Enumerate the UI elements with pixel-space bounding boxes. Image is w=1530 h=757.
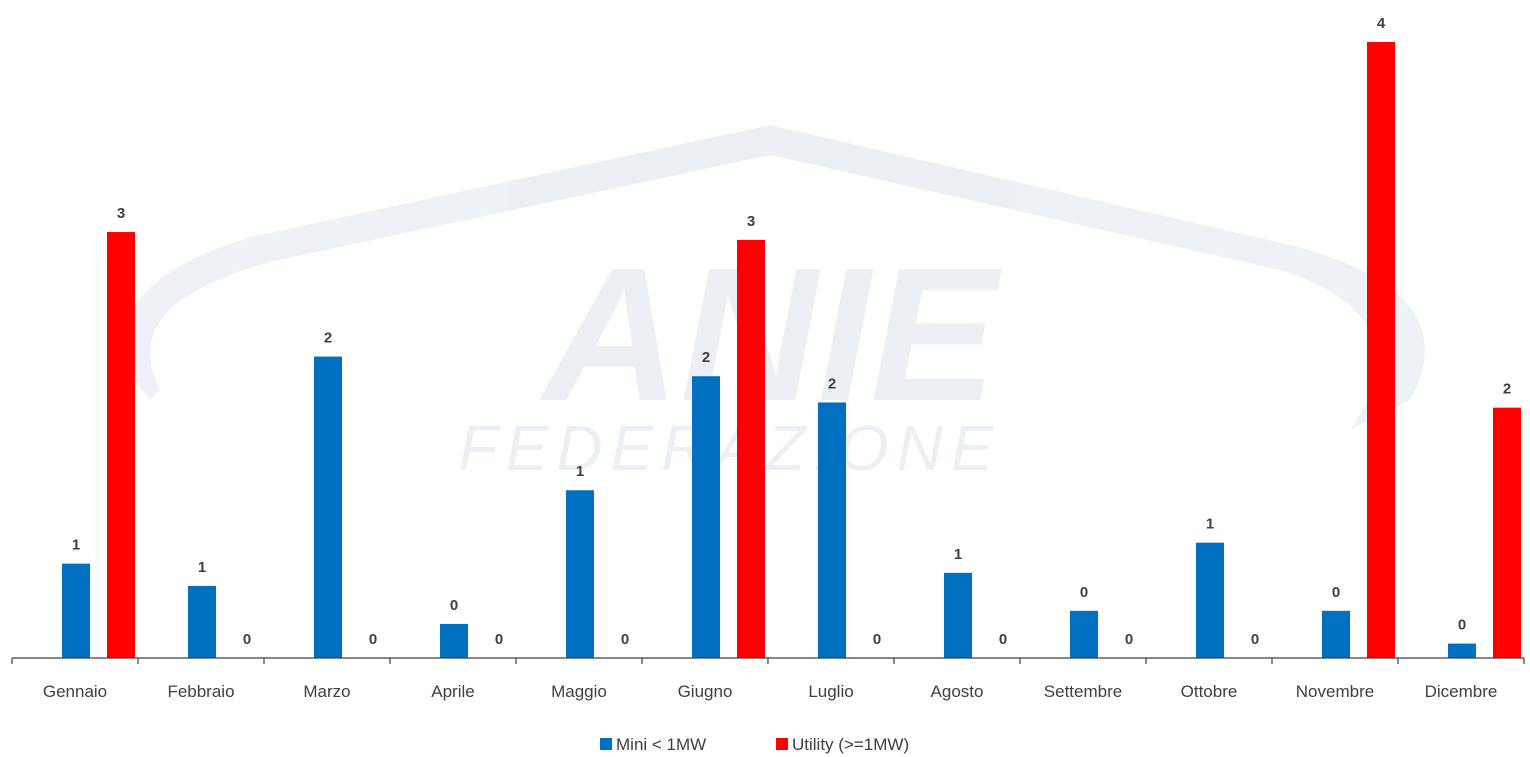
data-label-utility-marzo: 0	[369, 631, 377, 648]
x-tick-label-giugno: Giugno	[678, 682, 733, 701]
watermark-logo: ANIE FEDERAZIONE	[123, 125, 1425, 484]
bar-utility-novembre	[1367, 42, 1395, 658]
bar-mini-dicembre	[1448, 643, 1476, 658]
data-label-mini-agosto: 1	[954, 546, 962, 563]
x-tick-label-maggio: Maggio	[551, 682, 607, 701]
x-axis: Gennaio Febbraio Marzo Aprile Maggio Giugno Lu…	[11, 657, 1525, 701]
data-label-utility-febbraio: 0	[243, 631, 251, 648]
bar-mini-luglio	[818, 402, 846, 658]
data-label-mini-novembre: 0	[1332, 584, 1340, 601]
data-label-utility-ottobre: 0	[1251, 631, 1259, 648]
legend-swatch-utility	[776, 738, 788, 750]
data-label-utility-gennaio: 3	[117, 205, 125, 222]
data-label-mini-giugno: 2	[702, 349, 710, 366]
bar-mini-maggio	[566, 490, 594, 658]
legend-label-utility: Utility (>=1MW)	[792, 735, 909, 754]
data-label-mini-maggio: 1	[576, 463, 584, 480]
data-labels-group: 1 3 1 0 2 0 0 0 1 0 2 3 2 0 1 0 0 0 1 0 0 4 0 2	[72, 15, 1511, 648]
x-tick-label-luglio: Luglio	[808, 682, 853, 701]
data-label-mini-settembre: 0	[1080, 584, 1088, 601]
data-label-mini-gennaio: 1	[72, 537, 80, 554]
watermark-sub-text: FEDERAZIONE	[458, 412, 1001, 484]
data-label-utility-agosto: 0	[999, 631, 1007, 648]
data-label-mini-luglio: 2	[828, 375, 836, 392]
x-tick-label-marzo: Marzo	[303, 682, 350, 701]
legend-label-mini: Mini < 1MW	[616, 735, 706, 754]
bar-mini-settembre	[1070, 610, 1098, 658]
watermark-logo-text: ANIE	[539, 229, 1002, 441]
data-label-mini-ottobre: 1	[1206, 516, 1214, 533]
bar-utility-giugno	[737, 239, 765, 659]
bar-utility-dicembre	[1493, 407, 1521, 658]
bar-mini-marzo	[314, 356, 342, 658]
data-label-mini-dicembre: 0	[1458, 617, 1466, 634]
data-label-utility-luglio: 0	[873, 631, 881, 648]
bars-group	[62, 42, 1521, 659]
x-tick-label-novembre: Novembre	[1296, 682, 1374, 701]
data-label-utility-maggio: 0	[621, 631, 629, 648]
legend: Mini < 1MW Utility (>=1MW)	[600, 735, 909, 754]
x-tick-label-agosto: Agosto	[931, 682, 984, 701]
x-tick-label-gennaio: Gennaio	[43, 682, 107, 701]
data-label-utility-aprile: 0	[495, 631, 503, 648]
bar-mini-ottobre	[1196, 542, 1224, 658]
x-tick-label-aprile: Aprile	[431, 682, 474, 701]
legend-swatch-mini	[600, 738, 612, 750]
x-tick-label-ottobre: Ottobre	[1181, 682, 1238, 701]
bar-mini-gennaio	[62, 563, 90, 658]
data-label-utility-giugno: 3	[747, 213, 755, 230]
x-tick-label-febbraio: Febbraio	[167, 682, 234, 701]
data-label-mini-aprile: 0	[450, 597, 458, 614]
bar-mini-novembre	[1322, 610, 1350, 658]
x-tick-label-dicembre: Dicembre	[1425, 682, 1498, 701]
bar-mini-agosto	[944, 572, 972, 658]
bar-mini-febbraio	[188, 585, 216, 658]
data-label-mini-marzo: 2	[324, 330, 332, 347]
data-label-utility-novembre: 4	[1377, 15, 1386, 32]
x-tick-label-settembre: Settembre	[1044, 682, 1122, 701]
data-label-mini-febbraio: 1	[198, 559, 206, 576]
data-label-utility-dicembre: 2	[1503, 381, 1511, 398]
bar-mini-aprile	[440, 623, 468, 658]
data-label-utility-settembre: 0	[1125, 631, 1133, 648]
bar-utility-gennaio	[107, 232, 135, 659]
bar-mini-giugno	[692, 376, 720, 658]
